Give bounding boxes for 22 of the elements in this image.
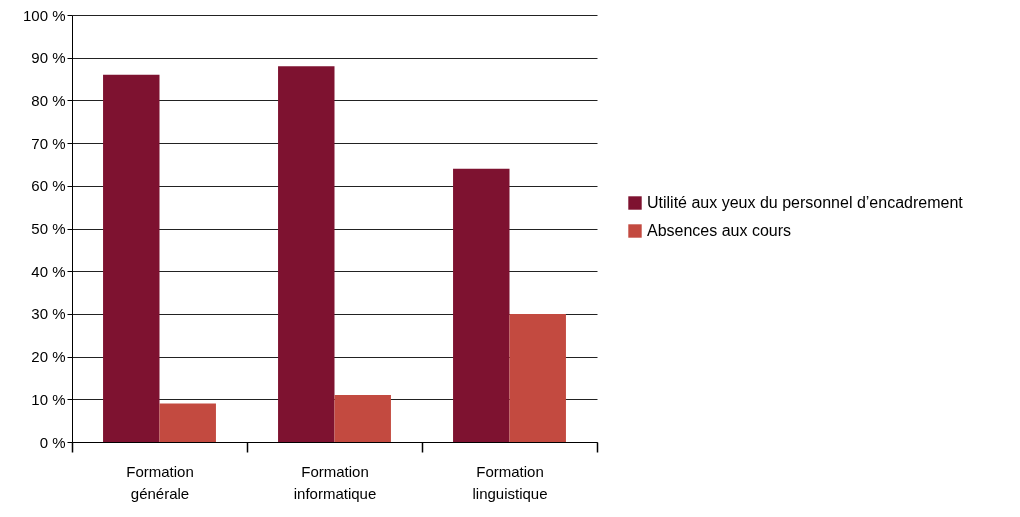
bar	[509, 313, 566, 442]
x-tick-label: Formation informatique	[293, 462, 377, 502]
x-tick-label: Formation linguistique	[472, 462, 548, 502]
y-tick-label: 100 %	[22, 6, 66, 24]
legend-label: Absences aux cours	[647, 222, 792, 239]
bar	[334, 395, 391, 442]
bar	[453, 168, 510, 442]
legend-label: Utilité aux yeux du personnel d’encadrement	[647, 194, 964, 211]
bar	[278, 66, 335, 442]
y-tick-label: 90 %	[31, 49, 66, 67]
y-tick-label: 20 %	[31, 348, 66, 366]
y-tick-label: 60 %	[31, 177, 66, 195]
y-tick-label: 10 %	[31, 390, 66, 408]
y-tick-label: 80 %	[31, 91, 66, 109]
bar	[103, 74, 160, 442]
y-tick-label: 50 %	[31, 220, 66, 237]
y-tick-label: 30 %	[31, 305, 66, 323]
bar	[159, 403, 216, 442]
y-tick-label: 0 %	[39, 433, 66, 451]
y-tick-label: 40 %	[31, 262, 66, 280]
y-tick-label: 70 %	[31, 134, 66, 152]
x-tick-label: Formation générale	[126, 462, 194, 502]
